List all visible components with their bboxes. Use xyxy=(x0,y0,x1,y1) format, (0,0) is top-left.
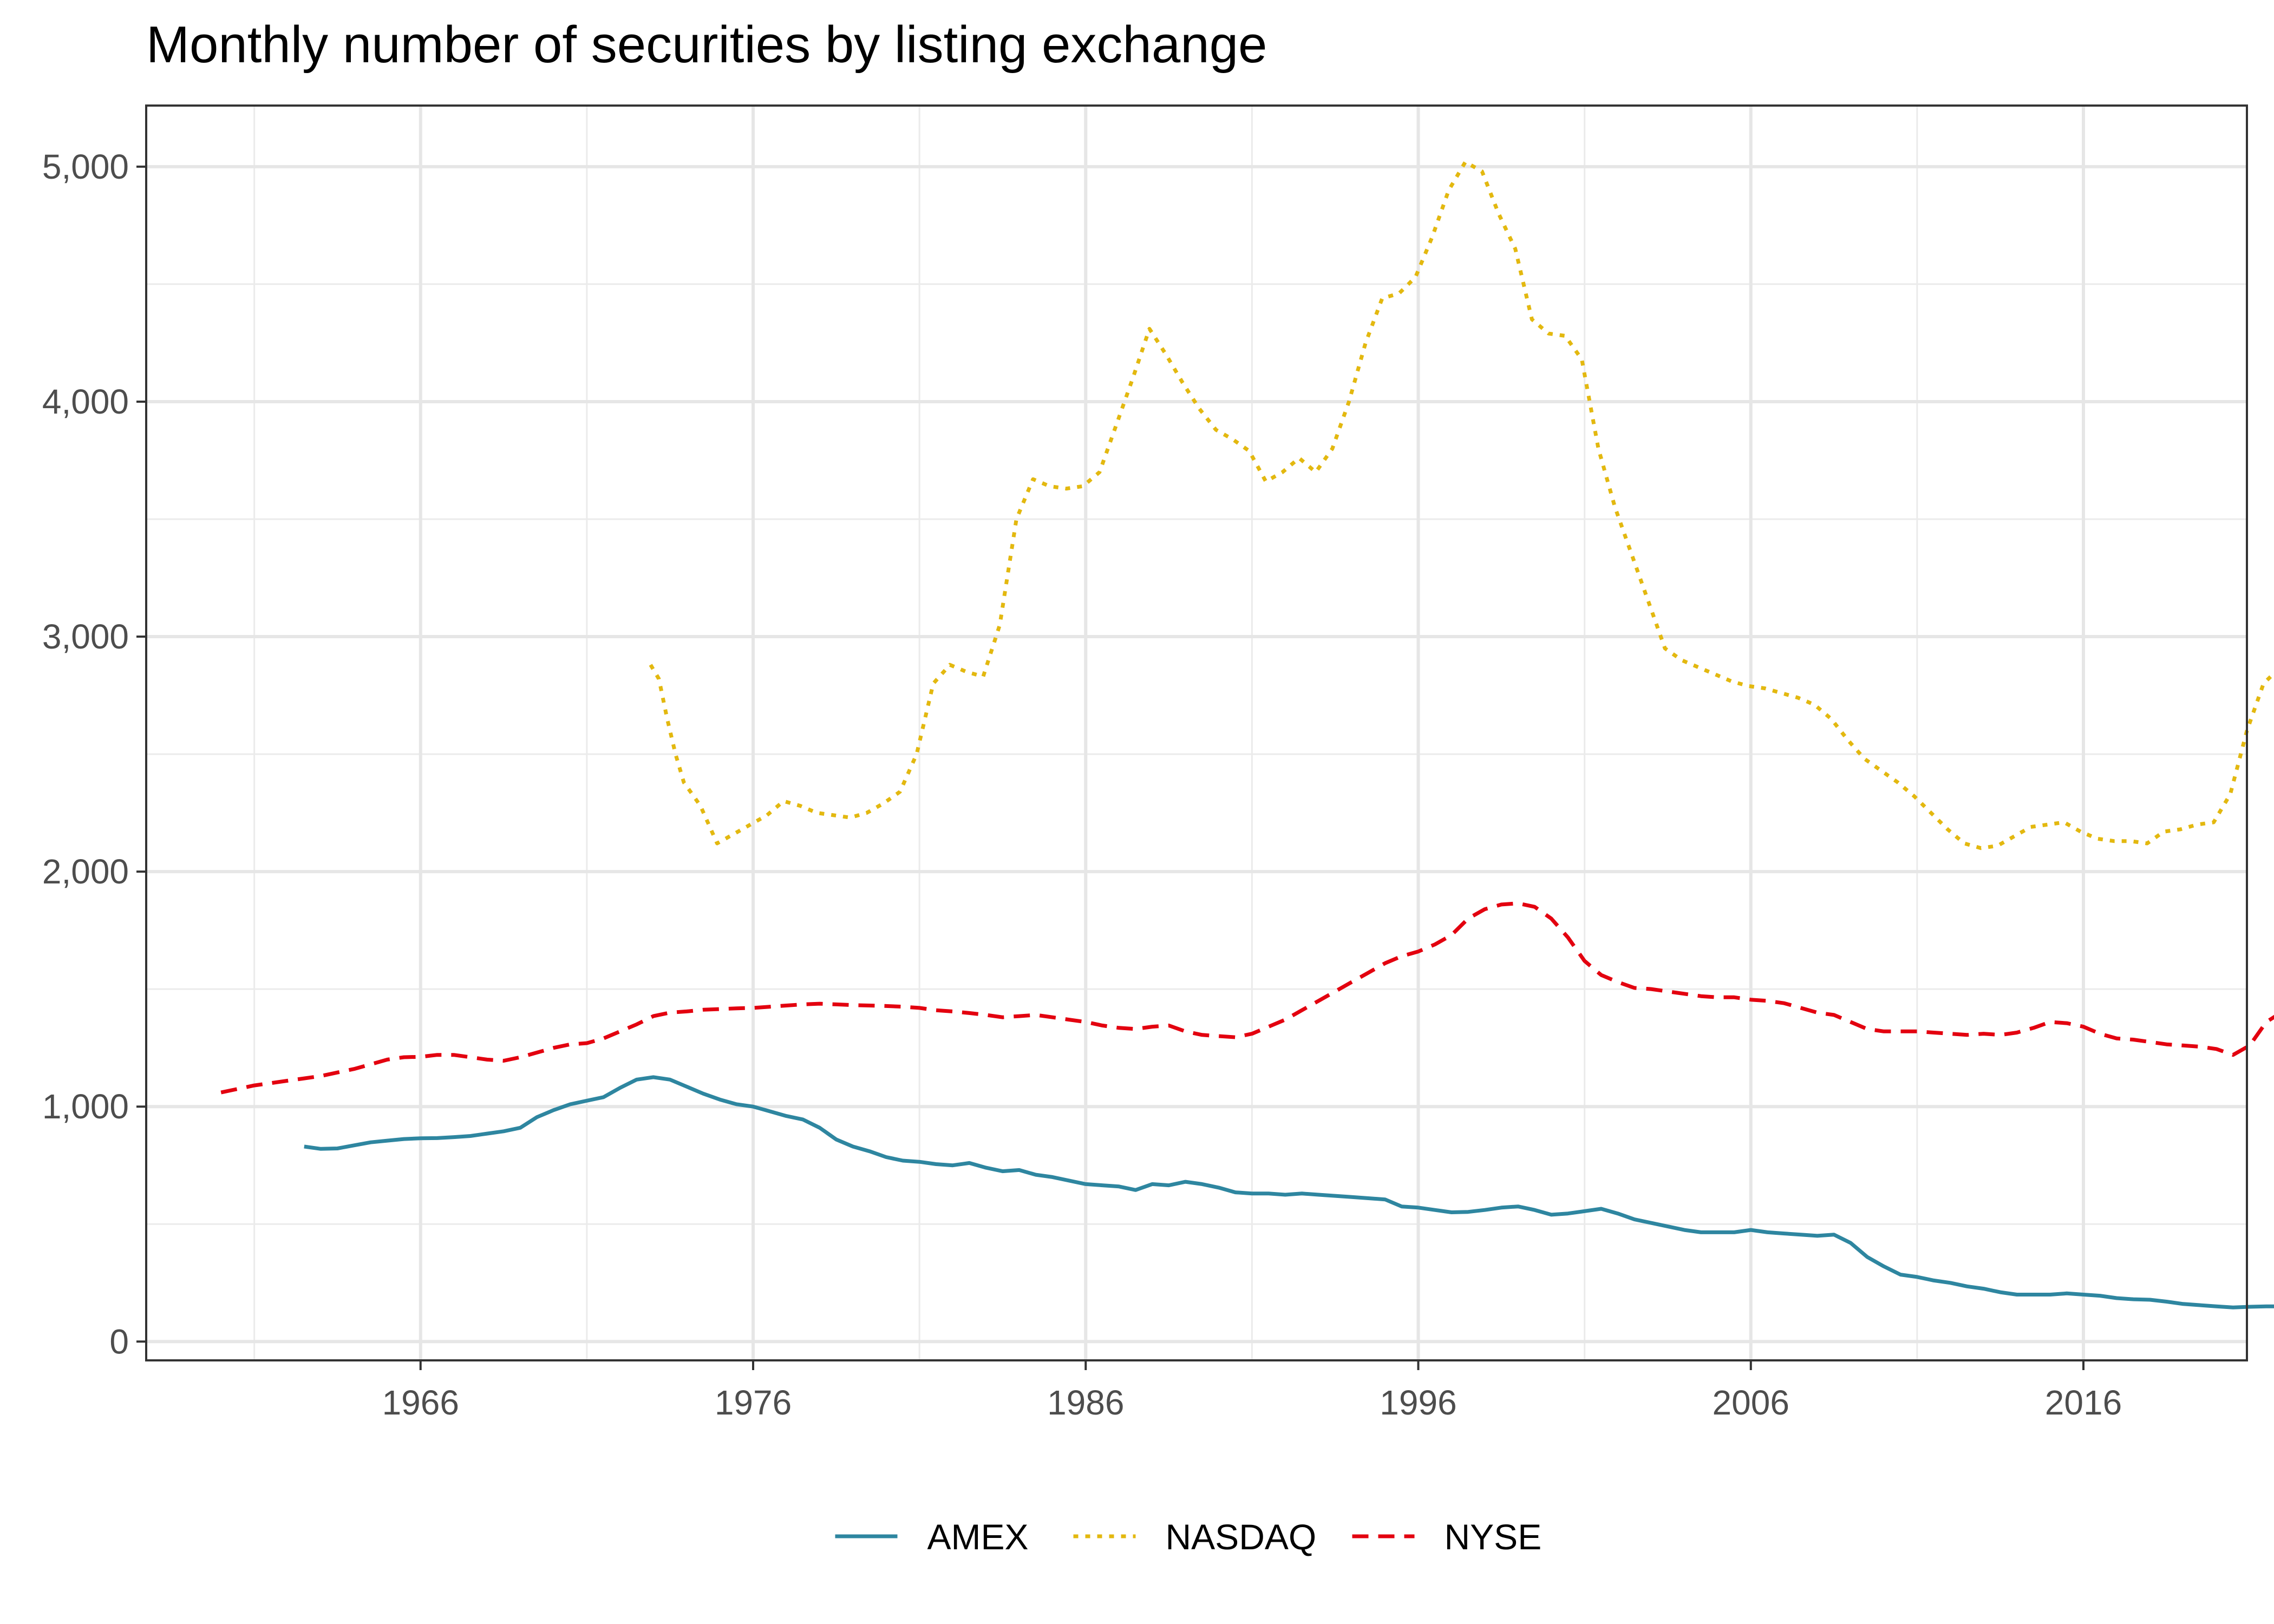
y-tick-label: 2,000 xyxy=(42,852,129,891)
y-tick-label: 1,000 xyxy=(42,1087,129,1126)
minor-gridlines xyxy=(146,106,2247,1360)
y-tick-label: 0 xyxy=(109,1322,129,1361)
legend: AMEX NASDAQ NYSE xyxy=(835,1517,1542,1557)
series-lines xyxy=(220,160,2274,1309)
y-tick-label: 3,000 xyxy=(42,617,129,656)
legend-label-amex: AMEX xyxy=(927,1517,1029,1557)
chart-title: Monthly number of securities by listing … xyxy=(146,16,1267,74)
series-line-amex xyxy=(304,1075,2274,1309)
legend-label-nasdaq: NASDAQ xyxy=(1166,1517,1317,1557)
major-gridlines xyxy=(146,106,2247,1360)
x-tick-label: 2016 xyxy=(2045,1383,2122,1422)
series-line-nasdaq xyxy=(649,160,2274,850)
y-tick-label: 5,000 xyxy=(42,147,129,186)
x-tick-label: 1996 xyxy=(1380,1383,1456,1422)
x-axis: 1966197619861996200620162026 xyxy=(382,1360,2122,1422)
y-axis: 0 1,000 2,000 3,000 4,000 5,000 xyxy=(42,147,146,1361)
plot-panel-border xyxy=(145,104,2248,1361)
legend-label-nyse: NYSE xyxy=(1445,1517,1542,1557)
x-tick-label: 1976 xyxy=(715,1383,792,1422)
y-tick-label: 4,000 xyxy=(42,382,129,421)
x-tick-label: 2006 xyxy=(1713,1383,1789,1422)
x-tick-label: 1986 xyxy=(1047,1383,1124,1422)
series-line-nyse xyxy=(220,901,2274,1095)
x-tick-label: 1966 xyxy=(382,1383,459,1422)
